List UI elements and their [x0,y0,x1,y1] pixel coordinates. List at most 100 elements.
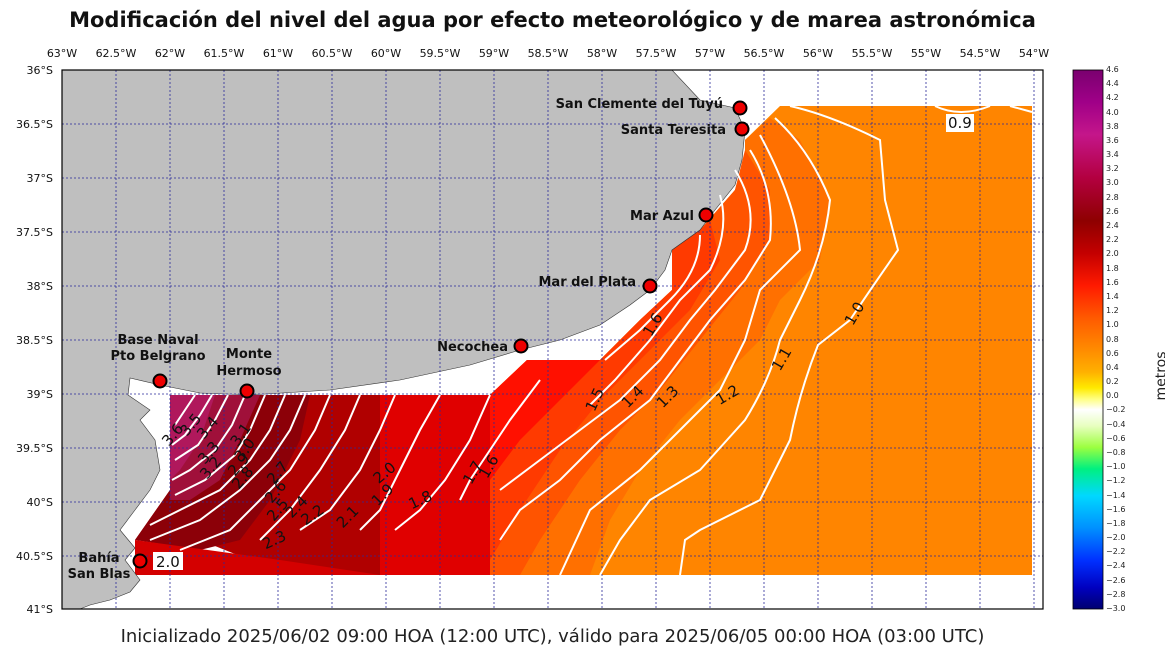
svg-text:36°S: 36°S [27,64,53,77]
colorbar-tick-label: 3.6 [1106,135,1119,145]
station-marker-base-naval[interactable] [152,373,168,389]
svg-text:37°S: 37°S [27,172,53,185]
colorbar-unit: metros [1153,351,1165,401]
station-label: Necochea [437,340,508,355]
svg-text:56.5°W: 56.5°W [744,47,785,60]
svg-text:39.5°S: 39.5°S [16,442,53,455]
svg-text:54.5°W: 54.5°W [960,47,1001,60]
station-marker-mar-del-plata[interactable] [642,278,658,294]
colorbar-tick-label: 3.0 [1106,178,1119,188]
longitude-labels: 63°W 62.5°W 62°W 61.5°W 61°W 60.5°W 60°W… [47,47,1049,60]
svg-text:55.5°W: 55.5°W [852,47,893,60]
colorbar-tick-label: 1.8 [1106,263,1119,273]
latitude-labels: 36°S 36.5°S 37°S 37.5°S 38°S 38.5°S 39°S… [16,64,53,616]
svg-text:56°W: 56°W [803,47,833,60]
station-markers [132,100,750,569]
field-bottom-red [135,540,380,575]
contour-lines [149,105,1033,576]
colorbar-tick-label: 0.4 [1106,362,1119,372]
colorbar-tick-label: 3.4 [1106,150,1119,160]
svg-text:54°W: 54°W [1019,47,1049,60]
station-marker-santa-teresita[interactable] [734,121,750,137]
station-label: Mar del Plata [539,275,637,290]
station-marker-bahia-san-blas[interactable] [132,553,148,569]
colorbar-tick-label: −2.4 [1106,561,1126,571]
colorbar-tick-label: −0.2 [1106,405,1126,415]
colorbar-tick-label: 4.0 [1106,107,1119,117]
colorbar-tick-label: 2.2 [1106,235,1119,245]
colorbar-tick-label: −1.6 [1106,504,1126,514]
svg-text:40.5°S: 40.5°S [16,550,53,563]
colorbar-tick-label: −0.8 [1106,447,1126,457]
colorbar-tick-label: −1.2 [1106,476,1126,486]
colorbar-tick-label: −1.0 [1106,462,1126,472]
station-marker-san-clemente[interactable] [732,100,748,116]
colorbar-tick-label: 2.4 [1106,221,1119,231]
colorbar-tick-label: −2.6 [1106,575,1126,585]
svg-text:37.5°S: 37.5°S [16,226,53,239]
colorbar-tick-label: 0.8 [1106,334,1119,344]
field-red-shelf [380,395,490,575]
svg-text:60.5°W: 60.5°W [312,47,353,60]
station-label: Hermoso [216,364,281,379]
station-marker-necochea[interactable] [513,338,529,354]
colorbar-tick-label: −3.0 [1106,604,1126,613]
colorbar-tick-label: −2.0 [1106,533,1126,543]
station-label: Pto Belgrano [110,349,205,364]
station-label: Mar Azul [630,209,694,224]
colorbar-tick-label: −1.4 [1106,490,1126,500]
svg-text:36.5°S: 36.5°S [16,118,53,131]
station-label: Monte [226,347,272,362]
colorbar-tick-label: 2.0 [1106,249,1119,259]
svg-text:59.5°W: 59.5°W [420,47,461,60]
station-labels: San Clemente del Tuyú Santa Teresita Mar… [68,97,726,582]
colorbar-tick-label: −1.8 [1106,518,1126,528]
station-label: Santa Teresita [621,123,726,138]
svg-text:60°W: 60°W [371,47,401,60]
colorbar-tick-label: 1.6 [1106,277,1119,287]
colorbar-tick-label: 0.0 [1106,391,1119,401]
colorbar-tick-label: 0.2 [1106,377,1119,387]
station-label: San Blas [68,567,131,582]
svg-text:62°W: 62°W [155,47,185,60]
plot-frame [61,69,1044,610]
colorbar-tick-label: 4.6 [1106,65,1119,74]
svg-text:41°S: 41°S [27,603,53,616]
colorbar-tick-label: 1.2 [1106,306,1119,316]
svg-text:59°W: 59°W [479,47,509,60]
svg-text:61°W: 61°W [263,47,293,60]
field-red-region [490,360,600,480]
colorbar-tick-label: −2.8 [1106,589,1126,599]
svg-text:38.5°S: 38.5°S [16,334,53,347]
svg-text:38°S: 38°S [27,280,53,293]
station-marker-monte-hermoso[interactable] [239,383,255,399]
svg-text:58°W: 58°W [587,47,617,60]
colorbar [1072,69,1104,610]
land-buenos-aires [61,69,746,610]
colorbar-tick-label: −0.6 [1106,433,1126,443]
svg-text:61.5°W: 61.5°W [204,47,245,60]
svg-text:39°S: 39°S [27,388,53,401]
svg-text:58.5°W: 58.5°W [528,47,569,60]
colorbar-tick-label: 2.6 [1106,206,1119,216]
colorbar-tick-label: 1.0 [1106,320,1119,330]
colorbar-tick-label: 4.4 [1106,79,1119,89]
svg-text:40°S: 40°S [27,496,53,509]
colorbar-tick-label: 3.2 [1106,164,1119,174]
station-label: San Clemente del Tuyú [556,97,723,112]
svg-text:57.5°W: 57.5°W [636,47,677,60]
colorbar-tick-label: 2.8 [1106,192,1119,202]
station-label: Base Naval [117,333,198,348]
colorbar-tick-label: 4.2 [1106,93,1119,103]
map-subtitle: Inicializado 2025/06/02 09:00 HOA (12:00… [120,626,985,647]
colorbar-tick-label: −2.2 [1106,547,1126,557]
colorbar-tick-label: 1.4 [1106,291,1119,301]
colorbar-tick-label: 3.8 [1106,121,1119,131]
map-title: Modificación del nivel del agua por efec… [69,8,1036,32]
svg-text:63°W: 63°W [47,47,77,60]
station-marker-mar-azul[interactable] [698,207,714,223]
colorbar-tick-label: −0.4 [1106,419,1126,429]
contour-label: 0.9 [948,114,972,132]
colorbar-tick-label: 0.6 [1106,348,1119,358]
